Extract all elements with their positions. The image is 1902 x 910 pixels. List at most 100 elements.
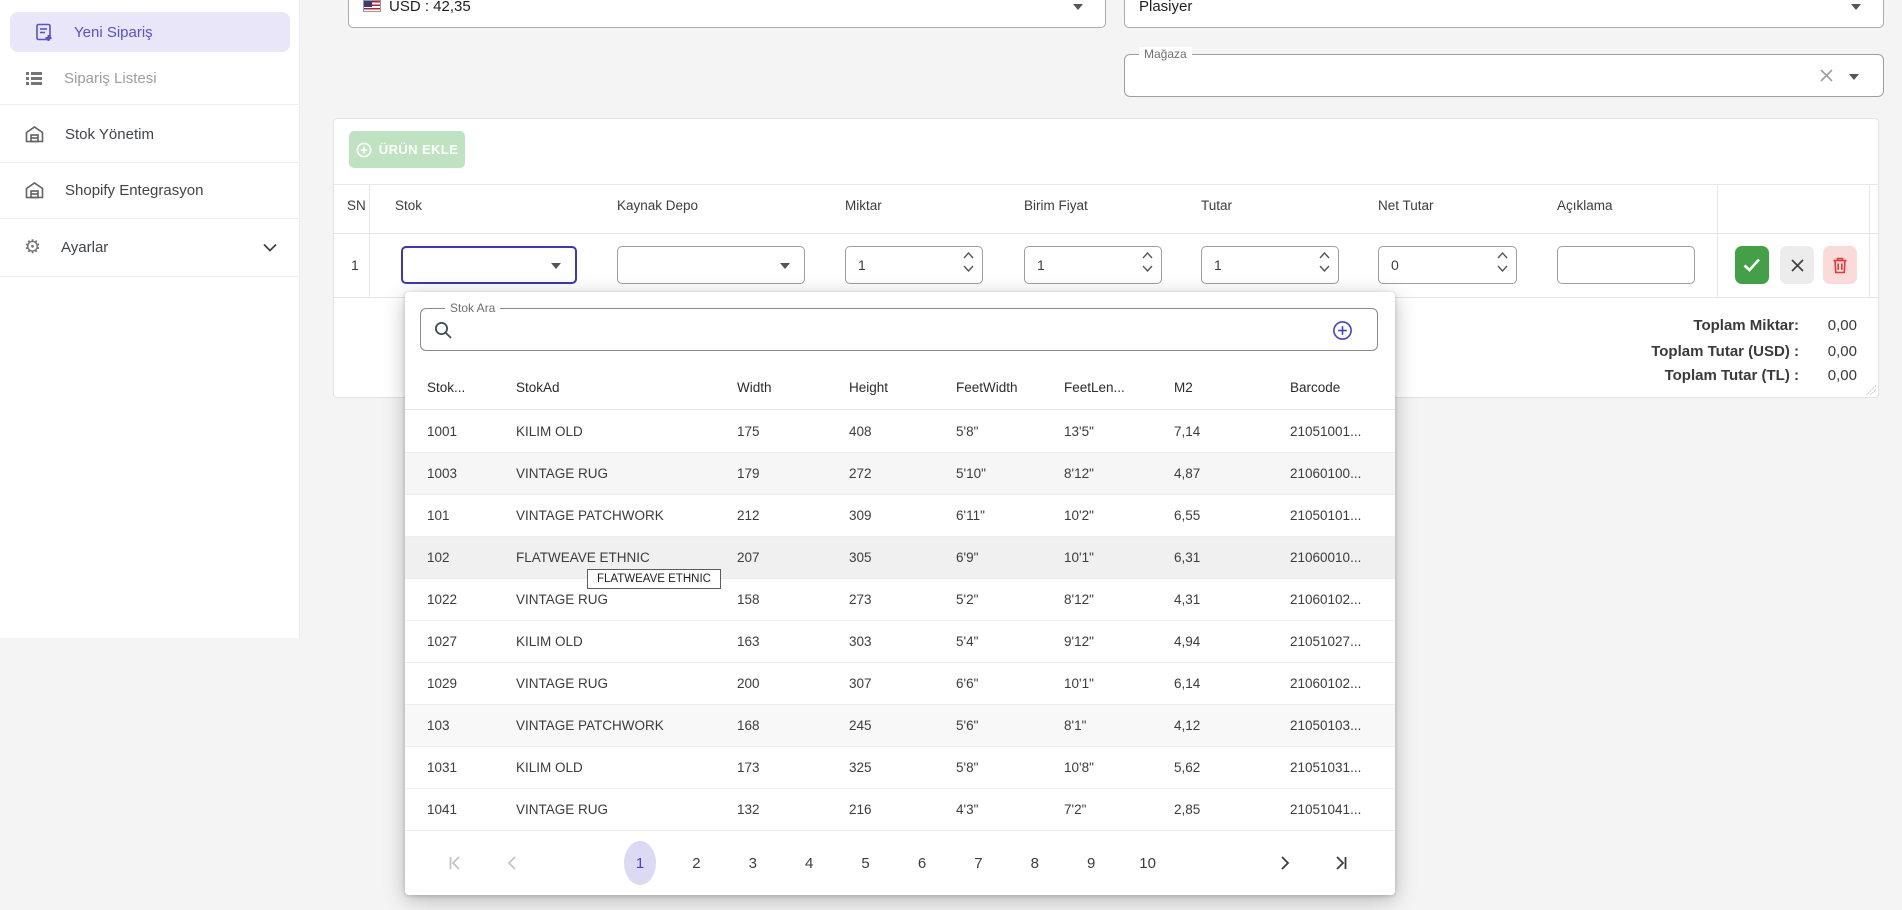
stock-cell: 10'8" xyxy=(1064,747,1094,789)
search-icon xyxy=(433,320,454,341)
stock-row[interactable]: 1027KILIM OLD1633035'4"9'12"4,9421051027… xyxy=(405,621,1395,663)
stock-cell: 307 xyxy=(849,663,872,705)
stock-cell: VINTAGE RUG xyxy=(516,663,608,705)
stock-name-tooltip: FLATWEAVE ETHNIC xyxy=(587,569,721,589)
net-tutar-input[interactable]: 0 xyxy=(1378,246,1517,284)
col-header-miktar: Miktar xyxy=(845,198,882,213)
clear-icon[interactable] xyxy=(1818,67,1835,84)
stock-cell: 5'6" xyxy=(956,705,978,747)
stock-cell: 6,55 xyxy=(1174,495,1200,537)
stock-col-barcode: Barcode xyxy=(1290,380,1340,395)
last-page-icon[interactable] xyxy=(1328,851,1352,875)
resize-handle-icon[interactable] xyxy=(1866,385,1876,395)
page-button-2[interactable]: 2 xyxy=(680,845,712,881)
net-tutar-value: 0 xyxy=(1391,247,1399,283)
magaza-field[interactable]: Mağaza xyxy=(1124,54,1884,97)
page-button-10[interactable]: 10 xyxy=(1132,845,1164,881)
stepper-arrows-icon[interactable] xyxy=(1142,252,1153,272)
stock-cell: 5,62 xyxy=(1174,747,1200,789)
page-button-6[interactable]: 6 xyxy=(906,845,938,881)
stock-cell: 1001 xyxy=(427,411,457,453)
stock-cell: VINTAGE PATCHWORK xyxy=(516,705,664,747)
order-add-icon xyxy=(34,22,54,42)
stock-cell: 103 xyxy=(427,705,450,747)
stock-cell: 4,87 xyxy=(1174,453,1200,495)
page-button-7[interactable]: 7 xyxy=(962,845,994,881)
cancel-row-button[interactable] xyxy=(1780,246,1814,284)
stock-row[interactable]: 1029VINTAGE RUG2003076'6"10'1"6,14210601… xyxy=(405,663,1395,705)
stok-select[interactable] xyxy=(401,246,577,284)
stock-row[interactable]: 1031KILIM OLD1733255'8"10'8"5,6221051031… xyxy=(405,747,1395,789)
divider xyxy=(334,233,1878,234)
stock-cell: 21060010... xyxy=(1290,537,1361,579)
stock-cell: 102 xyxy=(427,537,450,579)
add-product-button[interactable]: ÜRÜN EKLE xyxy=(349,131,465,168)
stock-cell: 4,12 xyxy=(1174,705,1200,747)
sidebar-item-yeni-siparis[interactable]: Yeni Sipariş xyxy=(10,12,290,52)
stock-row[interactable]: 1041VINTAGE RUG1322164'3"7'2"2,852105104… xyxy=(405,789,1395,831)
page-button-8[interactable]: 8 xyxy=(1019,845,1051,881)
stock-cell: 303 xyxy=(849,621,872,663)
stock-row[interactable]: 1001KILIM OLD1754085'8"13'5"7,1421051001… xyxy=(405,411,1395,453)
stock-col-stokad: StokAd xyxy=(516,380,560,395)
stock-cell: 10'2" xyxy=(1064,495,1094,537)
sidebar-item-ayarlar[interactable]: ⚙ Ayarlar xyxy=(0,226,299,268)
stepper-arrows-icon[interactable] xyxy=(1497,252,1508,272)
stock-cell: 6'6" xyxy=(956,663,978,705)
stock-cell: 8'12" xyxy=(1064,453,1094,495)
currency-select[interactable]: USD : 42,35 xyxy=(348,0,1106,28)
stock-table-header: Stok... StokAd Width Height FeetWidth Fe… xyxy=(405,364,1395,410)
page-button-4[interactable]: 4 xyxy=(793,845,825,881)
stock-cell: 21051001... xyxy=(1290,411,1361,453)
stock-row[interactable]: 1022VINTAGE RUG1582735'2"8'12"4,31210601… xyxy=(405,579,1395,621)
stock-cell: 5'4" xyxy=(956,621,978,663)
divider xyxy=(1717,185,1718,297)
stock-cell: 8'12" xyxy=(1064,579,1094,621)
page-button-1[interactable]: 1 xyxy=(624,841,656,885)
toplam-miktar-value: 0,00 xyxy=(1828,317,1857,334)
pagination: 123456789 10 xyxy=(405,831,1395,894)
sidebar-item-shopify-entegrasyon[interactable]: Shopify Entegrasyon xyxy=(0,168,299,212)
next-page-icon[interactable] xyxy=(1273,851,1297,875)
stock-row[interactable]: 1003VINTAGE RUG1792725'10"8'12"4,8721060… xyxy=(405,453,1395,495)
stock-cell: KILIM OLD xyxy=(516,411,583,453)
stock-cell: 6'11" xyxy=(956,495,985,537)
miktar-input[interactable]: 1 xyxy=(845,246,983,284)
sidebar-item-stok-yonetim[interactable]: Stok Yönetim xyxy=(0,112,299,156)
add-product-label: ÜRÜN EKLE xyxy=(379,142,458,157)
toplam-miktar-label: Toplam Miktar: xyxy=(1693,317,1799,334)
stock-cell: VINTAGE RUG xyxy=(516,453,608,495)
col-header-aciklama: Açıklama xyxy=(1557,198,1613,213)
stepper-arrows-icon[interactable] xyxy=(1319,252,1330,272)
magaza-label: Mağaza xyxy=(1139,47,1192,61)
sidebar-item-label: Yeni Sipariş xyxy=(74,24,153,41)
stock-cell: 309 xyxy=(849,495,872,537)
add-stock-icon[interactable] xyxy=(1332,320,1353,341)
page-button-9[interactable]: 9 xyxy=(1075,845,1107,881)
stock-row[interactable]: 103VINTAGE PATCHWORK1682455'6"8'1"4,1221… xyxy=(405,705,1395,747)
birim-fiyat-input[interactable]: 1 xyxy=(1024,246,1162,284)
kaynak-depo-select[interactable] xyxy=(617,246,805,284)
stock-cell: 5'8" xyxy=(956,747,978,789)
page-button-5[interactable]: 5 xyxy=(850,845,882,881)
stock-row[interactable]: 101VINTAGE PATCHWORK2123096'11"10'2"6,55… xyxy=(405,495,1395,537)
confirm-row-button[interactable] xyxy=(1735,246,1769,284)
stock-search-field[interactable]: Stok Ara xyxy=(420,308,1378,351)
aciklama-input[interactable] xyxy=(1557,246,1695,284)
row-sn: 1 xyxy=(351,246,359,284)
sidebar-item-siparis-listesi[interactable]: Sipariş Listesi xyxy=(0,58,299,98)
prev-page-icon[interactable] xyxy=(500,851,524,875)
delete-row-button[interactable] xyxy=(1823,246,1857,284)
stock-cell: 175 xyxy=(737,411,760,453)
stock-dropdown-panel: Stok Ara Stok... StokAd Width Height Fee… xyxy=(405,292,1395,895)
tutar-input[interactable]: 1 xyxy=(1201,246,1339,284)
stock-row[interactable]: 102FLATWEAVE ETHNIC2073056'9"10'1"6,3121… xyxy=(405,537,1395,579)
plasiyer-select[interactable]: Plasiyer xyxy=(1124,0,1884,28)
stepper-arrows-icon[interactable] xyxy=(963,252,974,272)
warehouse-icon xyxy=(24,180,45,201)
sidebar-item-label: Sipariş Listesi xyxy=(64,70,157,87)
sidebar-item-label: Ayarlar xyxy=(61,239,108,256)
first-page-icon[interactable] xyxy=(444,851,468,875)
page-button-3[interactable]: 3 xyxy=(737,845,769,881)
stock-cell: 168 xyxy=(737,705,760,747)
